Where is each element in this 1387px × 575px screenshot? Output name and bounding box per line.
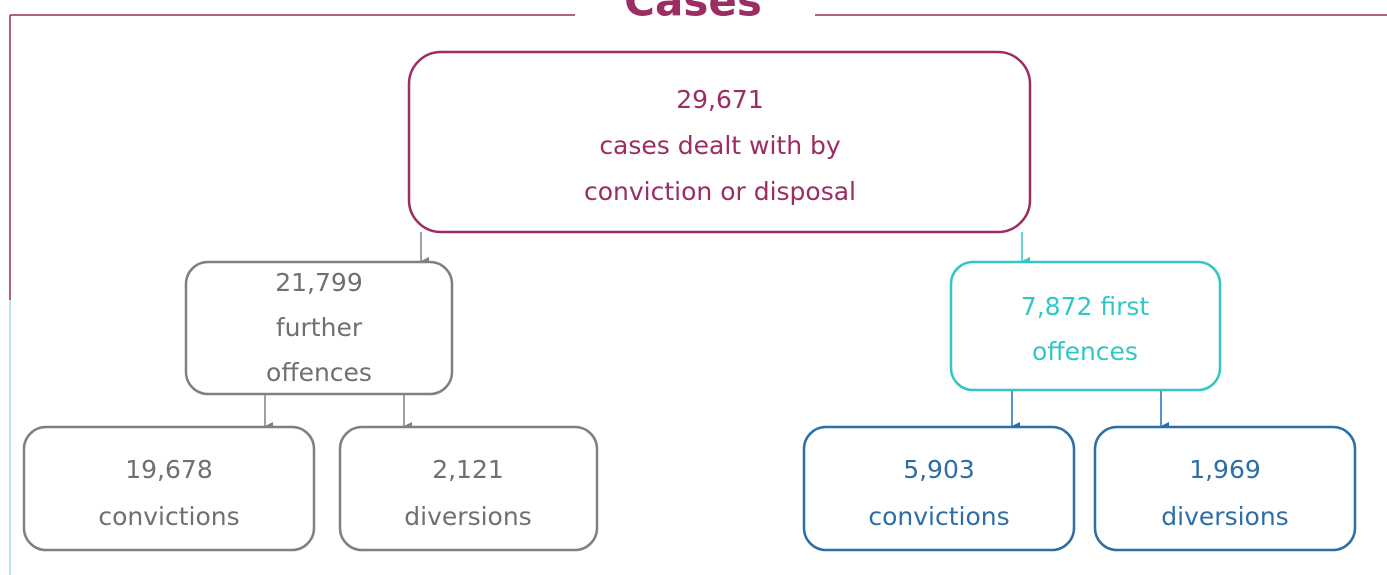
node: 2,121 diversions	[338, 425, 599, 552]
node-box	[407, 50, 1032, 234]
node-box	[1093, 425, 1357, 552]
node: 29,671 cases dealt with by conviction or…	[407, 50, 1032, 234]
node-text: offences	[266, 358, 372, 387]
node: 1,969 diversions	[1093, 425, 1357, 552]
node-text: diversions	[404, 502, 531, 531]
node-text: convictions	[868, 502, 1009, 531]
node-text: convictions	[98, 502, 239, 531]
node-text: 7,872 first	[1021, 292, 1150, 321]
node-box	[802, 425, 1076, 552]
arrows	[263, 232, 1169, 432]
node-text: 5,903	[903, 455, 975, 484]
node-text: diversions	[1161, 502, 1288, 531]
node-text: 1,969	[1189, 455, 1261, 484]
node: 5,903 convictions	[802, 425, 1076, 552]
node-box	[184, 260, 454, 396]
node: 7,872 first offences	[949, 260, 1222, 392]
node-text: cases dealt with by	[599, 131, 841, 160]
node-text: 19,678	[125, 455, 212, 484]
node-text: 21,799	[275, 268, 362, 297]
node: 21,799 further offences	[184, 260, 454, 396]
node: 19,678 convictions	[22, 425, 316, 552]
title: Cases	[624, 0, 762, 26]
node-text: conviction or disposal	[584, 177, 856, 206]
node-text: offences	[1032, 337, 1138, 366]
node-box	[22, 425, 316, 552]
node-text: 2,121	[432, 455, 504, 484]
node-box	[338, 425, 599, 552]
node-text: further	[276, 313, 363, 342]
frame	[9, 14, 1387, 575]
node-text: 29,671	[676, 85, 763, 114]
node-box	[949, 260, 1222, 392]
